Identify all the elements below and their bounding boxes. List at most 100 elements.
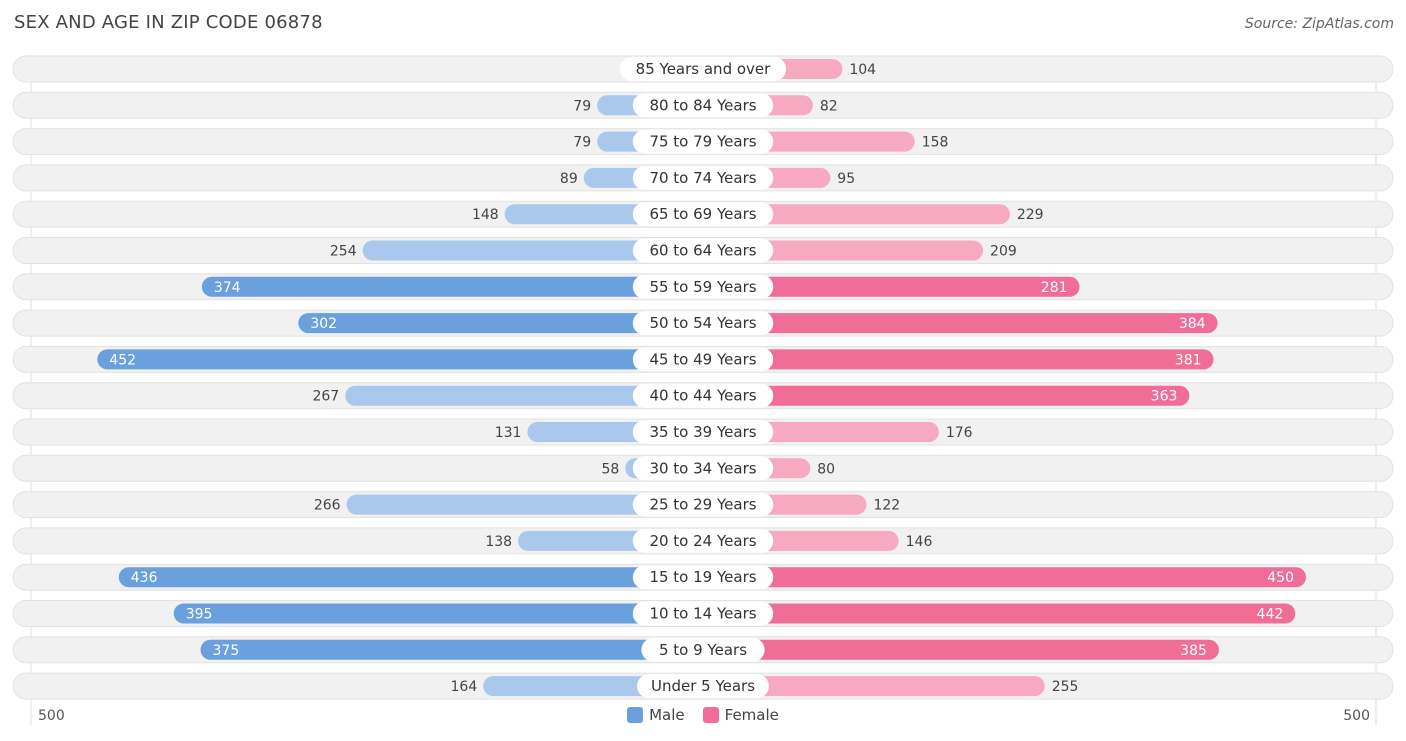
category-label: 50 to 54 Years bbox=[649, 314, 756, 332]
category-label: 25 to 29 Years bbox=[649, 496, 756, 514]
female-value-label: 146 bbox=[906, 534, 933, 550]
male-bar bbox=[118, 567, 703, 588]
male-value-label: 138 bbox=[485, 534, 512, 550]
category-label: 55 to 59 Years bbox=[649, 278, 756, 296]
category-label-pill bbox=[632, 601, 774, 626]
male-value-label: 267 bbox=[312, 389, 339, 405]
category-label: 10 to 14 Years bbox=[649, 605, 756, 623]
female-bar bbox=[703, 639, 1219, 660]
category-label: 30 to 34 Years bbox=[649, 459, 756, 477]
male-bar bbox=[362, 240, 703, 261]
category-label-pill bbox=[632, 129, 774, 154]
category-label-pill bbox=[632, 238, 774, 263]
category-label: 35 to 39 Years bbox=[649, 423, 756, 441]
category-label: 15 to 19 Years bbox=[649, 568, 756, 586]
female-bar bbox=[703, 385, 1190, 406]
male-bar bbox=[345, 385, 703, 406]
legend-item-female: Female bbox=[702, 706, 779, 724]
male-value-label: 266 bbox=[314, 498, 341, 514]
female-value-label: 122 bbox=[873, 498, 900, 514]
female-value-label: 158 bbox=[922, 135, 949, 151]
female-bar bbox=[703, 276, 1080, 297]
male-value-label: 131 bbox=[495, 425, 522, 441]
male-value-label: 452 bbox=[109, 352, 136, 368]
category-label-pill bbox=[632, 383, 774, 408]
male-value-label: 302 bbox=[310, 316, 337, 332]
category-label: 45 to 49 Years bbox=[649, 350, 756, 368]
female-bar bbox=[703, 240, 984, 261]
male-value-label: 436 bbox=[131, 570, 158, 586]
source-note: Source: ZipAtlas.com bbox=[1244, 16, 1394, 32]
male-bar bbox=[173, 603, 703, 624]
category-label-pill bbox=[632, 456, 774, 481]
male-value-label: 148 bbox=[472, 207, 499, 223]
male-value-label: 395 bbox=[186, 607, 213, 623]
male-value-label: 374 bbox=[214, 280, 241, 296]
category-label: 20 to 24 Years bbox=[649, 532, 756, 550]
female-value-label: 104 bbox=[849, 62, 876, 78]
category-label: 40 to 44 Years bbox=[649, 387, 756, 405]
category-label: 5 to 9 Years bbox=[659, 641, 747, 659]
female-value-label: 381 bbox=[1175, 352, 1202, 368]
axis-left-label: 500 bbox=[38, 708, 65, 724]
male-bar bbox=[346, 494, 703, 515]
female-bar bbox=[703, 349, 1214, 370]
male-bar bbox=[200, 639, 703, 660]
female-bar bbox=[703, 603, 1296, 624]
axis-right-label: 500 bbox=[1343, 708, 1370, 724]
category-label-pill bbox=[641, 637, 765, 662]
male-value-label: 79 bbox=[573, 98, 591, 114]
category-label-pill bbox=[632, 565, 774, 590]
male-value-label: 254 bbox=[330, 244, 357, 260]
category-label: Under 5 Years bbox=[651, 677, 755, 695]
category-label-pill bbox=[632, 202, 774, 227]
category-label-pill bbox=[632, 420, 774, 444]
category-label-pill bbox=[632, 274, 774, 299]
male-value-label: 375 bbox=[213, 643, 240, 659]
female-value-label: 363 bbox=[1151, 389, 1178, 405]
female-value-label: 255 bbox=[1052, 679, 1079, 695]
female-bar bbox=[703, 567, 1306, 588]
male-value-label: 89 bbox=[560, 171, 578, 187]
male-value-label: 79 bbox=[573, 135, 591, 151]
category-label-pill bbox=[632, 311, 774, 336]
male-value-label: 58 bbox=[601, 461, 619, 477]
category-label-pill bbox=[632, 93, 774, 118]
female-value-label: 176 bbox=[946, 425, 973, 441]
female-bar bbox=[703, 204, 1010, 225]
category-label: 65 to 69 Years bbox=[649, 205, 756, 223]
male-swatch-icon bbox=[627, 707, 644, 723]
category-label: 75 to 79 Years bbox=[649, 133, 756, 151]
female-value-label: 80 bbox=[817, 461, 835, 477]
female-value-label: 229 bbox=[1017, 207, 1044, 223]
female-bar bbox=[703, 313, 1218, 334]
female-value-label: 281 bbox=[1041, 280, 1068, 296]
female-value-label: 450 bbox=[1267, 570, 1294, 586]
legend-male-label: Male bbox=[649, 706, 685, 724]
category-label-pill bbox=[619, 57, 787, 81]
category-label: 85 Years and over bbox=[636, 60, 771, 78]
category-label: 80 to 84 Years bbox=[649, 96, 756, 114]
category-label-pill bbox=[632, 528, 774, 553]
female-value-label: 209 bbox=[990, 244, 1017, 260]
legend: Male Female bbox=[0, 706, 1406, 724]
male-bar bbox=[298, 313, 703, 334]
category-label: 70 to 74 Years bbox=[649, 169, 756, 187]
category-label-pill bbox=[637, 674, 769, 699]
female-bar bbox=[703, 676, 1045, 697]
legend-female-label: Female bbox=[724, 706, 779, 724]
female-swatch-icon bbox=[702, 707, 719, 723]
female-value-label: 442 bbox=[1257, 607, 1284, 623]
category-label: 60 to 64 Years bbox=[649, 242, 756, 260]
chart-title: SEX AND AGE IN ZIP CODE 06878 bbox=[14, 12, 323, 33]
female-value-label: 82 bbox=[820, 98, 838, 114]
category-label-pill bbox=[632, 165, 774, 190]
female-value-label: 384 bbox=[1179, 316, 1206, 332]
category-label-pill bbox=[632, 347, 774, 372]
male-bar bbox=[97, 349, 703, 370]
male-bar bbox=[201, 276, 703, 297]
female-value-label: 95 bbox=[837, 171, 855, 187]
category-label-pill bbox=[632, 492, 774, 517]
legend-item-male: Male bbox=[627, 706, 685, 724]
